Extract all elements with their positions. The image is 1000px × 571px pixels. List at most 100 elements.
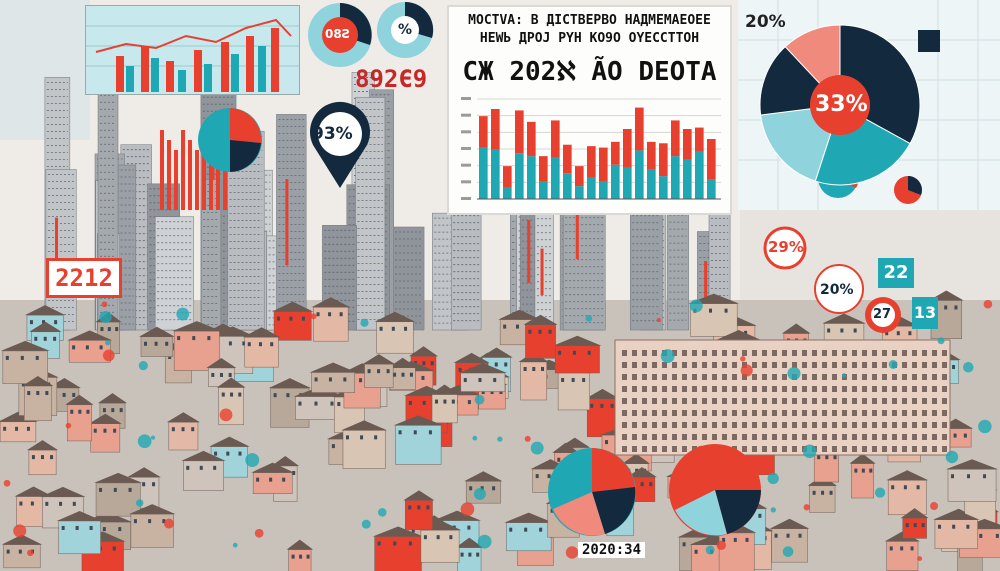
confetti-dot — [767, 468, 774, 475]
big-pie — [759, 24, 921, 186]
main-bar-red — [515, 110, 524, 154]
main-bar-teal — [599, 181, 608, 199]
main-bar-red — [623, 129, 632, 168]
house-building — [56, 510, 103, 555]
house-building — [886, 470, 929, 516]
top-number: 892Є9 — [355, 65, 428, 93]
confetti-dot — [474, 394, 485, 405]
confetti-dot — [360, 318, 369, 327]
confetti-dot — [945, 450, 959, 464]
big-pie-center — [810, 75, 870, 135]
big-pie-percent: 33% — [815, 92, 868, 117]
house-building — [504, 512, 554, 552]
main-bar-teal — [551, 157, 560, 199]
confetti-dot — [565, 546, 579, 559]
confetti-dot — [787, 366, 801, 381]
left-bar-strip — [216, 150, 220, 210]
left-bar-strip — [202, 130, 206, 210]
mid-left-pie — [198, 108, 262, 172]
main-bar-red — [563, 144, 572, 174]
left-bar-strip — [209, 140, 213, 210]
house-building — [523, 314, 558, 359]
confetti-dot — [689, 299, 703, 313]
right-badge-3-bg — [814, 264, 864, 314]
confetti-dot — [740, 364, 753, 377]
left-bar-strip — [167, 140, 171, 210]
house-building — [884, 531, 921, 571]
headline-panel: MOCTVA: B ДICTBEPBO HAДMEMAEOEE HEWЬ ДPO… — [447, 5, 732, 215]
left-bar-strip — [195, 150, 199, 210]
house-building — [418, 520, 462, 563]
right-badge-1-bg — [763, 226, 807, 270]
main-bar-red — [659, 143, 668, 177]
top-pie-cluster — [308, 1, 434, 67]
house-building — [932, 509, 980, 549]
tower-building — [45, 169, 77, 331]
confetti-dot — [65, 422, 72, 429]
main-bar-teal — [635, 150, 644, 199]
confetti-dot — [135, 499, 144, 507]
main-bar-red — [539, 156, 548, 182]
confetti-dot — [473, 488, 486, 500]
house-building — [455, 537, 484, 571]
house-building — [286, 539, 314, 571]
main-bar-red — [491, 109, 500, 149]
tower-building — [276, 114, 307, 331]
confetti-dot — [937, 337, 945, 345]
right-badge-4-bg — [865, 297, 901, 333]
confetti-dot — [963, 361, 974, 373]
confetti-dot — [477, 534, 492, 549]
house-building — [388, 357, 418, 390]
confetti-dot — [874, 487, 886, 498]
main-bar-teal — [683, 159, 692, 199]
confetti-dot — [803, 504, 810, 511]
house-building — [849, 453, 876, 499]
house-building — [340, 420, 388, 469]
pin-percent: 93% — [312, 124, 353, 144]
main-bar-teal — [695, 151, 704, 199]
pie-top-left-label: 08Ƨ — [325, 27, 351, 41]
confetti-dot — [656, 318, 661, 323]
confetti-dot — [888, 360, 898, 369]
house-building — [362, 354, 396, 388]
main-bar-red — [503, 166, 512, 188]
main-bar-red — [707, 139, 716, 179]
house-building — [311, 297, 351, 342]
right-badge-2: 22 — [878, 258, 914, 288]
main-bar-teal — [503, 187, 512, 199]
house-building — [138, 326, 175, 357]
main-bar-teal — [515, 153, 524, 199]
left-bar-strip — [174, 150, 178, 210]
main-bar-red — [599, 147, 608, 182]
right-badge-5: 13 — [912, 297, 938, 329]
confetti-dot — [716, 540, 726, 550]
confetti-dot — [530, 441, 544, 455]
bottom-year-label: 2020:34 — [578, 542, 646, 558]
house-building — [166, 412, 200, 451]
confetti-dot — [770, 507, 776, 513]
house-building — [172, 321, 222, 371]
headline-line-1: MOCTVA: B ДICTBEPBO HAДMEMAEOEE — [468, 13, 711, 28]
house-building — [688, 293, 740, 337]
house-building — [251, 462, 295, 494]
house-building — [242, 327, 281, 368]
main-bar-chart — [461, 95, 721, 207]
house-building — [403, 490, 435, 530]
confetti-dot — [176, 307, 190, 321]
left-bar-strip — [181, 130, 185, 210]
confetti-dot — [782, 546, 794, 557]
house-building — [430, 384, 460, 424]
confetti-dot — [219, 408, 233, 422]
headline-line-2: HEWЬ ДPOJ PYH KO9O OYECCTTOH — [479, 31, 700, 46]
house-building — [553, 335, 602, 374]
top-left-bar-chart — [86, 6, 299, 94]
house-building — [65, 394, 94, 442]
main-bar-red — [647, 141, 656, 169]
main-bar-red — [551, 120, 560, 158]
right-badge-3: 20% — [820, 282, 854, 298]
headline-line-3: CЖ 202ℵ ÃO DEOTA — [462, 57, 717, 87]
main-bar-teal — [659, 176, 668, 199]
main-bar-teal — [491, 149, 500, 199]
pie-top-mid-label: % — [398, 22, 413, 38]
